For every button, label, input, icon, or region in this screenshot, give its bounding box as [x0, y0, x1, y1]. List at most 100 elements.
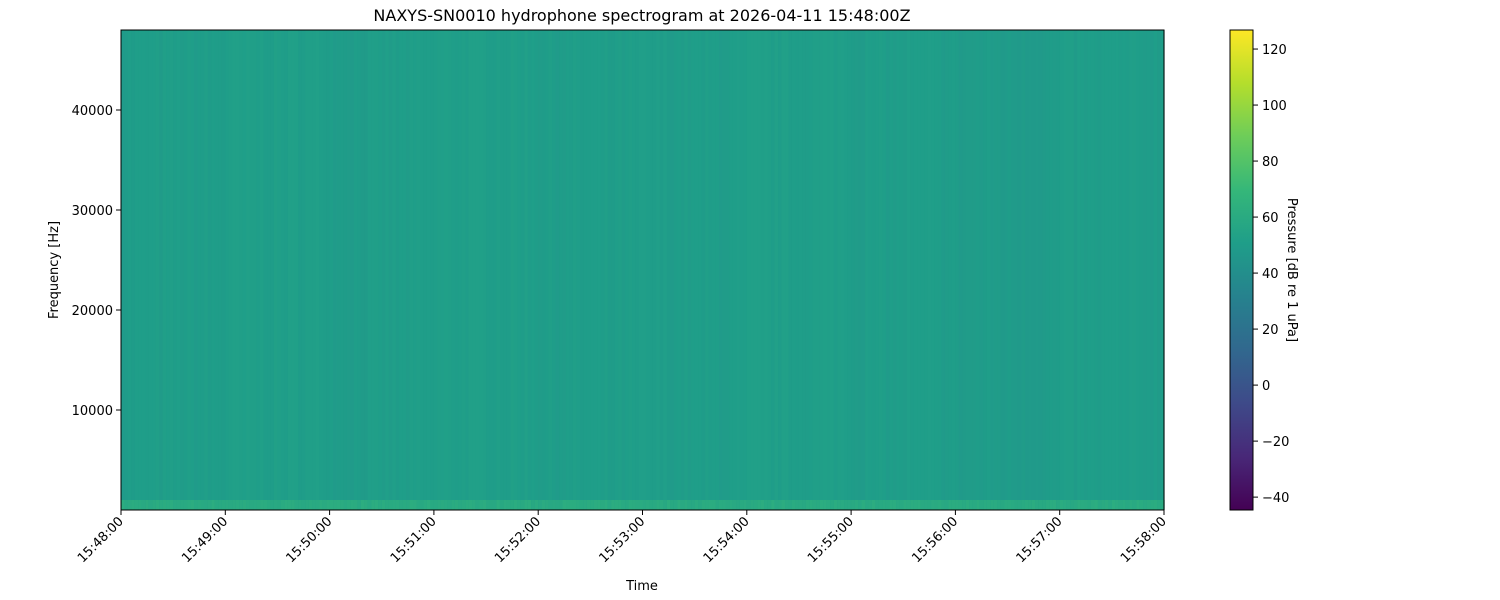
heatmap-low-band-cell [1118, 500, 1123, 510]
heatmap-column [652, 30, 658, 510]
heatmap-column [1080, 30, 1085, 510]
heatmap-column [214, 30, 219, 510]
heatmap-low-band-cell [440, 500, 445, 510]
heatmap-low-band-cell [194, 500, 199, 510]
heatmap-low-band-cell [1108, 500, 1113, 510]
heatmap-column [162, 30, 167, 510]
heatmap-column [1139, 30, 1144, 510]
heatmap-column [399, 30, 404, 510]
heatmap-low-band-cell [291, 500, 296, 510]
heatmap-column [482, 30, 487, 510]
heatmap-column [785, 30, 790, 510]
heatmap-column [211, 30, 216, 510]
heatmap-low-band-cell [607, 500, 612, 510]
heatmap-low-band-cell [1111, 500, 1116, 510]
heatmap-low-band-cell [166, 500, 171, 510]
heatmap-column [837, 30, 842, 510]
heatmap-column [541, 30, 546, 510]
heatmap-column [545, 30, 550, 510]
heatmap-column [736, 30, 741, 510]
heatmap-column [458, 30, 463, 510]
heatmap-column [819, 30, 824, 510]
heatmap-column [774, 30, 779, 510]
heatmap-low-band-cell [426, 500, 432, 510]
heatmap-low-band-cell [190, 500, 195, 510]
heatmap-low-band-cell [951, 500, 956, 510]
heatmap-low-band-cell [183, 500, 188, 510]
heatmap-low-band-cell [781, 500, 786, 510]
heatmap-column [955, 30, 960, 510]
heatmap-low-band-cell [938, 500, 943, 510]
heatmap-low-band-cell [847, 500, 852, 510]
heatmap-low-band-cell [955, 500, 960, 510]
heatmap-column [1094, 30, 1099, 510]
heatmap-column [788, 30, 793, 510]
heatmap-low-band-cell [555, 500, 560, 510]
heatmap-low-band-cell [632, 500, 637, 510]
heatmap-low-band-cell [962, 500, 967, 510]
heatmap-column [148, 30, 153, 510]
colorbar-tick-label: 60 [1262, 211, 1279, 226]
x-tick-label: 15:50:00 [284, 514, 336, 566]
heatmap-low-band-cell [1136, 500, 1141, 510]
heatmap-column [1038, 30, 1043, 510]
heatmap-low-band-cell [652, 500, 658, 510]
heatmap-low-band-cell [246, 500, 251, 510]
heatmap-low-band-cell [1077, 500, 1082, 510]
heatmap-low-band-cell [1024, 500, 1030, 510]
heatmap-column [204, 30, 209, 510]
heatmap-column [346, 30, 352, 510]
x-tick-label: 15:51:00 [388, 514, 440, 566]
heatmap-column [628, 30, 633, 510]
heatmap-column [381, 30, 386, 510]
heatmap-low-band-cell [322, 500, 327, 510]
heatmap-low-band-cell [437, 500, 442, 510]
heatmap-column [976, 30, 981, 510]
heatmap-column [938, 30, 943, 510]
heatmap-column [183, 30, 188, 510]
heatmap-low-band-cell [1143, 500, 1148, 510]
heatmap-low-band-cell [1090, 500, 1096, 510]
heatmap-low-band-cell [486, 500, 491, 510]
heatmap-column [430, 30, 435, 510]
heatmap-low-band-cell [1045, 500, 1050, 510]
heatmap-low-band-cell [983, 500, 988, 510]
heatmap-low-band-cell [263, 500, 268, 510]
heatmap-low-band-cell [538, 500, 543, 510]
heatmap-low-band-cell [364, 500, 369, 510]
heatmap-column [712, 30, 717, 510]
heatmap-column [1024, 30, 1030, 510]
heatmap-column [1059, 30, 1064, 510]
heatmap-column [127, 30, 133, 510]
heatmap-low-band-cell [1122, 500, 1127, 510]
heatmap-low-band-cell [260, 500, 265, 510]
heatmap-column [121, 30, 126, 510]
heatmap-column [840, 30, 845, 510]
heatmap-low-band-cell [844, 500, 849, 510]
heatmap-column [826, 30, 831, 510]
heatmap-low-band-cell [948, 500, 953, 510]
heatmap-low-band-cell [590, 500, 595, 510]
heatmap-column [990, 30, 995, 510]
heatmap-column [844, 30, 849, 510]
heatmap-low-band-cell [1007, 500, 1012, 510]
heatmap-low-band-cell [698, 500, 703, 510]
heatmap-column [406, 30, 411, 510]
heatmap-low-band-cell [169, 500, 174, 510]
heatmap-low-band-cell [729, 500, 734, 510]
heatmap-low-band-cell [569, 500, 574, 510]
heatmap-column [659, 30, 664, 510]
heatmap-low-band-cell [371, 500, 376, 510]
heatmap-column [416, 30, 421, 510]
heatmap-column [395, 30, 400, 510]
heatmap-column [294, 30, 299, 510]
heatmap-low-band-cell [666, 500, 671, 510]
heatmap-column [604, 30, 609, 510]
heatmap-column [465, 30, 470, 510]
heatmap-column [1021, 30, 1026, 510]
heatmap-column [197, 30, 202, 510]
heatmap-low-band-cell [788, 500, 793, 510]
heatmap-column [705, 30, 710, 510]
heatmap-low-band-cell [680, 500, 685, 510]
heatmap-low-band-cell [534, 500, 539, 510]
